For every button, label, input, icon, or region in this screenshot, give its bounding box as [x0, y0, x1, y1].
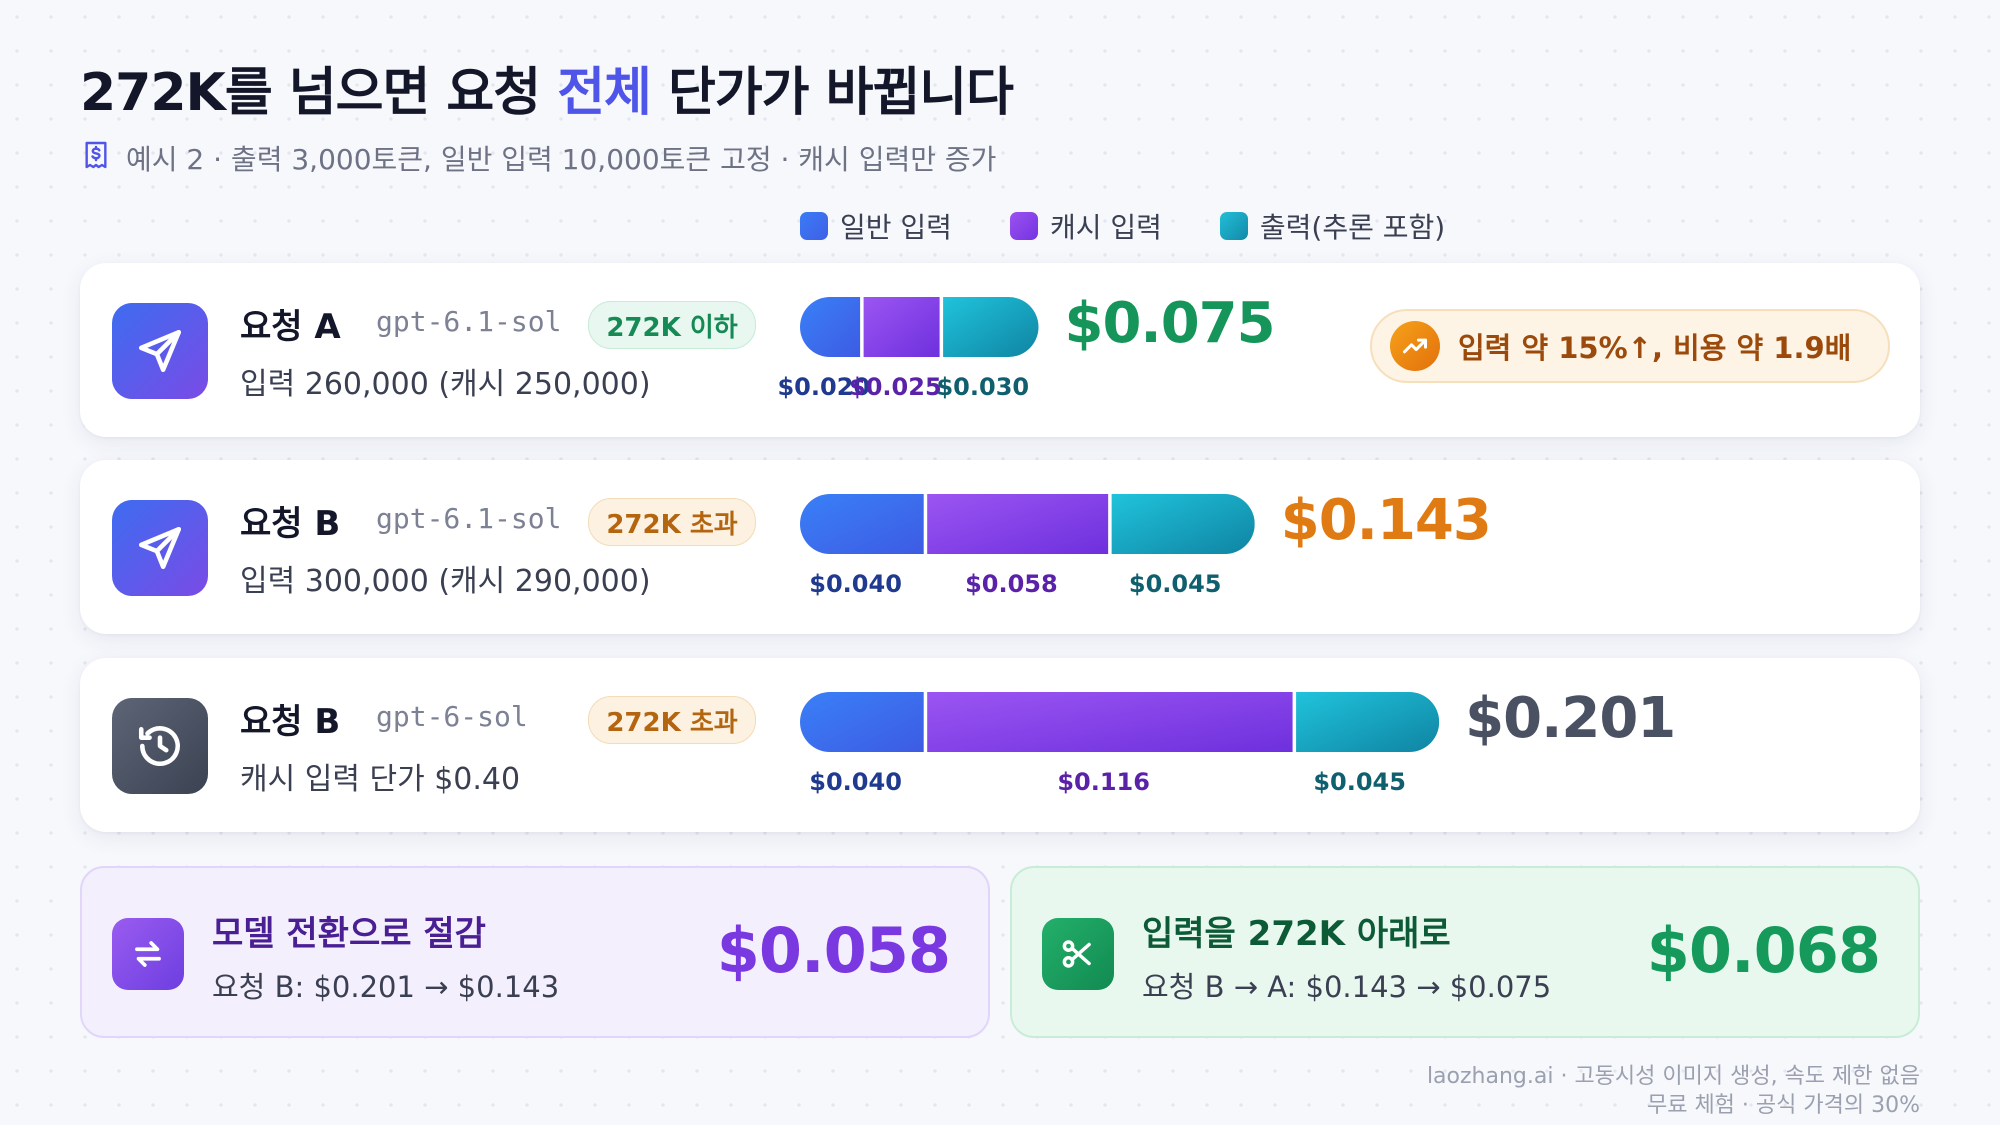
segment-value-label: $0.045: [1313, 768, 1406, 796]
legend-label: 일반 입력: [840, 211, 952, 244]
model-name: gpt-6.1-sol: [376, 502, 562, 535]
scissors-icon: [1042, 918, 1114, 990]
stacked-bar: [800, 494, 1255, 554]
segment-value-label: $0.045: [1128, 570, 1222, 598]
send-icon: [112, 500, 208, 596]
receipt-dollar-icon: [80, 139, 112, 178]
bar-segment-cache-input: [927, 494, 1109, 554]
segment-value-label: $0.025: [849, 373, 942, 401]
request-name: 요청 A: [240, 307, 341, 347]
history-icon: [112, 698, 208, 794]
legend-label: 캐시 입력: [1049, 211, 1162, 244]
bar-segment-output: [943, 297, 1039, 357]
bar-segment-regular-input: [800, 297, 861, 357]
savings-panel-input-cut: 입력을 272K 아래로 요청 B → A: $0.143 → $0.075 $…: [1010, 866, 1920, 1038]
legend-swatch-purple: [1009, 212, 1038, 240]
title-post: 단가가 바뀝니다: [650, 63, 1014, 123]
model-name: gpt-6-sol: [376, 700, 528, 733]
request-name: 요청 B: [240, 702, 341, 742]
input-detail: 입력 260,000 (캐시 250,000): [240, 367, 651, 402]
panel-title: 입력을 272K 아래로: [1142, 914, 1451, 954]
segment-value-label: $0.040: [809, 570, 902, 598]
legend-item-cache-input: 캐시 입력: [1009, 206, 1162, 246]
subtitle: 예시 2 · 출력 3,000토큰, 일반 입력 10,000토큰 고정 · 캐…: [80, 138, 996, 178]
send-icon: [112, 303, 208, 399]
request-card-b-new: 요청 B gpt-6.1-sol 272K 초과 입력 300,000 (캐시 …: [80, 460, 1920, 634]
segment-value-label: $0.116: [1057, 768, 1150, 796]
page-title: 272K를 넘으면 요청 전체 단가가 바뀝니다: [80, 50, 1014, 125]
trending-up-icon: [1390, 321, 1440, 371]
legend-label: 출력(추론 포함): [1259, 211, 1446, 244]
segment-value-label: $0.030: [936, 373, 1030, 401]
segment-value-label: $0.020: [777, 373, 871, 401]
stacked-bar: [800, 692, 1440, 752]
bar-segment-output: [1296, 692, 1440, 752]
callout-text: 입력 약 15%↑, 비용 약 1.9배: [1458, 331, 1852, 365]
swap-arrows-icon: [112, 918, 184, 990]
savings-value: $0.068: [1646, 914, 1881, 987]
footer-line-1: laozhang.ai · 고동시성 이미지 생성, 속도 제한 없음: [1426, 1064, 1920, 1089]
request-card-b-old: 요청 B gpt-6-sol 272K 초과 캐시 입력 단가 $0.40 $0…: [80, 658, 1920, 832]
panel-detail: 요청 B: $0.201 → $0.143: [212, 970, 560, 1004]
panel-title: 모델 전환으로 절감: [212, 914, 486, 954]
title-pre: 272K를 넘으면 요청: [80, 63, 558, 123]
total-cost: $0.201: [1465, 686, 1676, 751]
segment-value-label: $0.040: [809, 768, 902, 796]
threshold-badge: 272K 초과: [588, 696, 756, 744]
bar-segment-regular-input: [800, 692, 924, 752]
total-cost: $0.075: [1064, 291, 1276, 356]
savings-value: $0.058: [716, 914, 951, 987]
title-highlight: 전체: [557, 63, 652, 123]
bar-segment-regular-input: [800, 494, 924, 554]
bar-segment-cache-input: [927, 692, 1293, 752]
subtitle-text: 예시 2 · 출력 3,000토큰, 일반 입력 10,000토큰 고정 · 캐…: [126, 143, 997, 176]
request-card-a: 요청 A gpt-6.1-sol 272K 이하 입력 260,000 (캐시 …: [80, 263, 1920, 437]
legend-swatch-teal: [1219, 212, 1248, 240]
segment-value-label: $0.058: [965, 570, 1058, 598]
legend: 일반 입력 캐시 입력 출력(추론 포함): [800, 206, 1445, 246]
model-name: gpt-6.1-sol: [376, 305, 562, 338]
bar-segment-output: [1111, 494, 1255, 554]
legend-item-regular-input: 일반 입력: [800, 206, 952, 246]
footer: laozhang.ai · 고동시성 이미지 생성, 속도 제한 없음 무료 체…: [1427, 1062, 1920, 1120]
legend-item-output: 출력(추론 포함): [1219, 206, 1446, 246]
threshold-badge: 272K 초과: [588, 498, 756, 546]
total-cost: $0.143: [1280, 488, 1492, 553]
input-detail: 캐시 입력 단가 $0.40: [240, 762, 521, 797]
stacked-bar: [800, 297, 1039, 357]
legend-swatch-blue: [800, 212, 828, 240]
footer-line-2: 무료 체험 · 공식 가격의 30%: [1646, 1093, 1920, 1118]
cost-callout: 입력 약 15%↑, 비용 약 1.9배: [1370, 309, 1890, 383]
threshold-badge: 272K 이하: [588, 301, 756, 349]
input-detail: 입력 300,000 (캐시 290,000): [240, 564, 651, 599]
request-name: 요청 B: [240, 504, 341, 544]
savings-panel-model-switch: 모델 전환으로 절감 요청 B: $0.201 → $0.143 $0.058: [80, 866, 990, 1038]
panel-detail: 요청 B → A: $0.143 → $0.075: [1142, 970, 1552, 1004]
bar-segment-cache-input: [863, 297, 940, 357]
